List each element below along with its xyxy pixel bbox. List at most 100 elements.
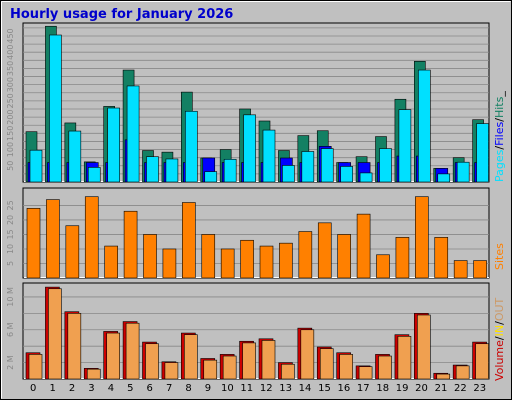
legend-volume: Volume <box>493 340 506 381</box>
legend-sep-4: / <box>493 336 506 340</box>
y-tick-label: 10 M <box>6 287 15 307</box>
x-tick-label: 18 <box>376 383 389 394</box>
bar-pages <box>456 161 470 183</box>
bar-pages <box>320 148 334 183</box>
bar-out <box>48 288 62 380</box>
bar-out <box>242 342 256 380</box>
bar-pages <box>49 34 62 183</box>
y-tick-label: 200 <box>6 109 15 124</box>
bar-out <box>67 313 82 380</box>
x-tick-label: 8 <box>185 383 191 394</box>
bar-pages <box>107 107 120 183</box>
bar-pages <box>282 165 295 183</box>
x-tick-label: 1 <box>49 383 55 394</box>
bar-sites <box>123 210 138 279</box>
x-tick-label: 22 <box>454 383 467 394</box>
y-tick-label: 300 <box>6 77 15 92</box>
panel-volume: 2 M 6 M 10 M <box>6 282 490 380</box>
bar-out <box>203 359 218 380</box>
bar-sites <box>182 202 196 279</box>
bar-out <box>125 322 140 380</box>
y-tick-label: 250 <box>6 93 15 108</box>
x-tick-label: 9 <box>205 383 211 394</box>
bar-out <box>358 366 373 380</box>
x-tick-label: 2 <box>69 383 75 394</box>
bar-pages <box>204 171 218 183</box>
x-tick-label: 21 <box>435 383 448 394</box>
legend-hits: Hits <box>493 96 506 118</box>
legend-in: IN <box>493 325 506 336</box>
x-tick-label: 3 <box>88 383 94 394</box>
bar-sites <box>415 196 429 279</box>
x-axis: 0 1 2 3 4 5 6 7 8 9 10 11 12 13 14 15 16 17 18 19 20 21 22 23 <box>30 383 486 394</box>
bar-pages <box>437 173 451 183</box>
bar-sites <box>279 242 293 279</box>
x-tick-label: 5 <box>127 383 133 394</box>
bar-pages <box>146 156 159 183</box>
y-tick-label: 5 <box>6 261 15 266</box>
x-tick-label: 20 <box>415 383 428 394</box>
bar-out <box>281 363 295 380</box>
legend-sep-5: / <box>493 321 506 325</box>
panel-plot-area <box>22 187 490 279</box>
x-tick-label: 17 <box>357 383 370 394</box>
bar-out <box>222 355 237 380</box>
bar-out <box>475 343 489 380</box>
bar-pages <box>223 158 237 183</box>
bar-out <box>436 373 451 380</box>
bar-sites <box>395 237 410 279</box>
x-tick-label: 15 <box>318 383 331 394</box>
bar-sites <box>337 234 351 279</box>
svg-text:Pages/Files/Hits_: Pages/Files/Hits_ <box>493 91 506 182</box>
bar-sites <box>26 208 41 279</box>
bar-sites <box>259 245 274 279</box>
bar-pages <box>359 172 373 183</box>
legend-files: Files <box>493 121 506 145</box>
bar-sites <box>162 248 177 279</box>
bar-sites <box>84 196 99 279</box>
x-tick-label: 7 <box>166 383 172 394</box>
chart-title: Hourly usage for January 2026 <box>10 7 233 22</box>
svg-text:Volume/IN/OUT: Volume/IN/OUT <box>493 297 506 381</box>
legend-sep-3: _ <box>493 91 506 98</box>
y-tick-label: 150 <box>6 126 15 141</box>
legend-sep-2: / <box>493 118 506 122</box>
bar-pages <box>262 129 276 183</box>
bar-pages <box>476 123 489 183</box>
bar-out <box>164 362 179 380</box>
x-tick-label: 19 <box>396 383 409 394</box>
bar-pages <box>243 114 256 183</box>
y-tick-label: 50 <box>6 161 15 171</box>
x-tick-label: 13 <box>279 383 292 394</box>
bar-out <box>106 332 120 380</box>
panel-plot-area <box>22 282 490 380</box>
bar-pages <box>301 151 315 183</box>
bar-sites <box>220 248 235 279</box>
bar-sites <box>434 237 449 279</box>
y-tick-label: 2 M <box>6 355 15 370</box>
y-tick-label: 25 <box>6 200 15 210</box>
legend-sep-1: / <box>493 146 506 150</box>
bar-sites <box>317 222 332 279</box>
bar-out <box>455 365 470 380</box>
bar-out <box>417 314 431 380</box>
bar-out <box>184 334 198 380</box>
bar-pages <box>68 130 82 183</box>
bar-out <box>300 329 315 380</box>
bar-sites <box>46 199 60 279</box>
panel-sites: 5 10 15 20 25 <box>6 187 490 279</box>
bar-out <box>261 340 276 380</box>
x-tick-label: 12 <box>260 383 273 394</box>
y-tick-label: 400 <box>6 45 15 60</box>
x-tick-label: 14 <box>299 383 312 394</box>
y-tick-label: 15 <box>6 229 15 239</box>
bar-pages <box>379 148 392 183</box>
bar-out <box>86 368 101 380</box>
bar-pages <box>29 149 43 183</box>
bar-out <box>378 355 392 380</box>
x-tick-label: 0 <box>30 383 36 394</box>
bar-sites <box>356 213 371 279</box>
